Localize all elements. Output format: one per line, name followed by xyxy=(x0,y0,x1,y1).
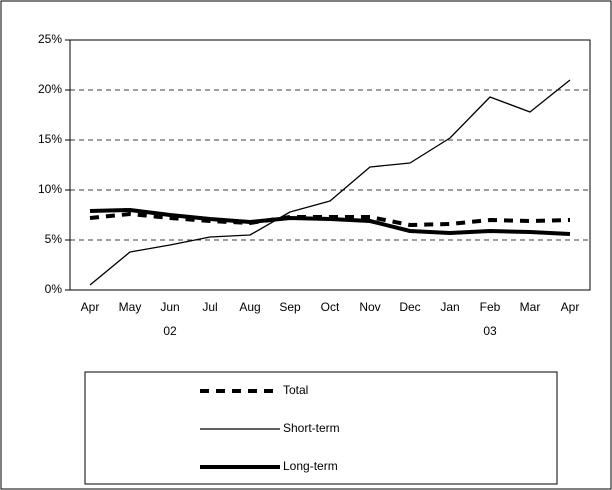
x-tick-label: Jun xyxy=(160,300,179,314)
x-tick-label: Feb xyxy=(480,300,501,314)
legend-box xyxy=(84,371,558,485)
y-tick-label: 0% xyxy=(45,282,63,296)
x-tick-label: Nov xyxy=(359,300,380,314)
x-tick-label: May xyxy=(119,300,142,314)
x-tick-label: Dec xyxy=(399,300,420,314)
x-tick-label: Aug xyxy=(239,300,260,314)
series-line xyxy=(89,79,571,286)
legend-label: Total xyxy=(283,383,308,397)
x-tick-label: Jan xyxy=(440,300,459,314)
y-tick-label: 25% xyxy=(38,32,62,46)
legend-label: Short-term xyxy=(283,421,340,435)
y-tick-label: 10% xyxy=(38,182,62,196)
y-tick-label: 5% xyxy=(45,232,63,246)
x-group-label: 03 xyxy=(483,324,497,338)
x-tick-label: Apr xyxy=(561,300,580,314)
x-tick-label: Apr xyxy=(81,300,100,314)
x-tick-label: Sep xyxy=(279,300,301,314)
legend-label: Long-term xyxy=(283,459,338,473)
y-tick-label: 20% xyxy=(38,82,62,96)
series-line xyxy=(89,208,571,236)
x-tick-label: Oct xyxy=(321,300,340,314)
y-tick-label: 15% xyxy=(38,132,62,146)
x-tick-label: Mar xyxy=(520,300,541,314)
x-group-label: 02 xyxy=(163,324,177,338)
plot-frame xyxy=(69,39,591,291)
x-tick-label: Jul xyxy=(202,300,217,314)
